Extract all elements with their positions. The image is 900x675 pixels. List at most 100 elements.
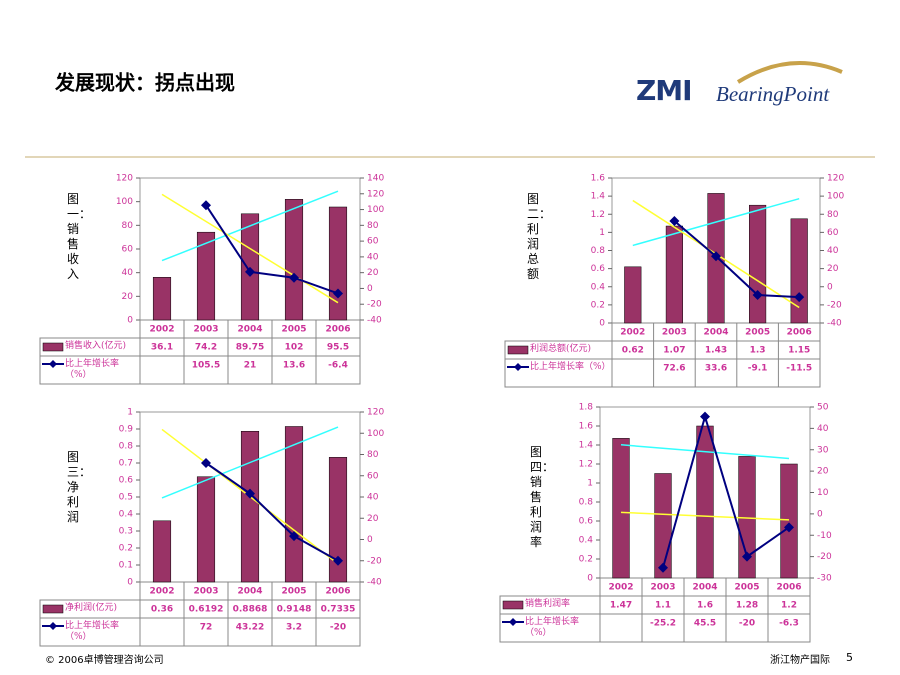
y2-tick-label: 20: [367, 268, 379, 278]
line-marker: [201, 200, 211, 211]
y-tick-label: 0.4: [119, 510, 134, 520]
bar: [665, 225, 683, 324]
x-tick-label: 2002: [620, 328, 645, 338]
table-value: 95.5: [327, 343, 349, 353]
x-tick-label: 2006: [787, 328, 812, 338]
y-tick-label: 0.8: [591, 246, 606, 256]
x-tick-label: 2005: [745, 328, 770, 338]
y-tick-label: 1.2: [579, 460, 593, 470]
y2-tick-label: 50: [817, 403, 829, 413]
y-tick-label: 0.2: [591, 300, 605, 310]
y2-tick-label: -20: [827, 300, 842, 310]
table-value: 0.62: [622, 346, 644, 356]
y-tick-label: 120: [116, 174, 133, 184]
y-tick-label: 1.6: [591, 174, 606, 184]
bar: [284, 426, 304, 583]
logo-zmi: ZMI: [636, 74, 692, 107]
legend-swatch: [507, 345, 529, 355]
bar: [612, 438, 630, 579]
y2-tick-label: -20: [367, 556, 382, 566]
y2-tick-label: 0: [367, 284, 373, 294]
line-marker: [201, 458, 211, 468]
table-value: 0.6192: [189, 605, 224, 615]
y-tick-label: 1.4: [591, 192, 606, 202]
y2-tick-label: 100: [367, 429, 384, 439]
y-tick-label: 80: [122, 221, 134, 231]
x-tick-label: 2006: [325, 587, 350, 597]
y2-tick-label: -10: [817, 531, 832, 541]
y-tick-label: 1: [599, 228, 605, 238]
y2-tick-label: -40: [827, 319, 842, 329]
y2-tick-label: 20: [817, 467, 829, 477]
bar: [152, 277, 172, 321]
table-value: 21: [244, 361, 257, 371]
y-tick-label: 1: [127, 408, 133, 418]
y2-tick-label: 40: [367, 493, 379, 503]
line-marker: [700, 411, 710, 422]
bar: [284, 199, 304, 321]
line-marker: [784, 522, 794, 533]
line-marker: [333, 555, 343, 566]
y2-tick-label: 120: [827, 174, 844, 184]
x-tick-label: 2004: [237, 587, 262, 597]
line-marker: [245, 266, 255, 277]
line: [205, 204, 339, 295]
trend-line: [161, 193, 339, 304]
table-value: 33.6: [705, 364, 727, 374]
trend-line: [620, 511, 790, 521]
y2-tick-label: 10: [817, 488, 829, 498]
y-tick-label: 0: [599, 319, 605, 329]
bar: [328, 206, 348, 321]
x-tick-label: 2006: [776, 583, 801, 593]
table-value: -6.3: [779, 619, 799, 629]
bar: [240, 430, 260, 583]
page-number: 5: [846, 651, 853, 664]
table-value: 1.1: [655, 601, 671, 611]
bar: [780, 463, 798, 579]
x-tick-label: 2003: [193, 587, 218, 597]
table-value: 13.6: [283, 361, 305, 371]
table-value: 36.1: [151, 343, 173, 353]
logo-arc: [736, 61, 843, 84]
table-value: -11.5: [786, 364, 812, 374]
legend-marker: [49, 360, 57, 368]
y2-tick-label: 60: [367, 471, 379, 481]
table-value: 1.15: [788, 346, 810, 356]
y-tick-label: 40: [122, 268, 134, 278]
x-tick-label: 2006: [325, 325, 350, 335]
y2-tick-label: 30: [817, 445, 829, 455]
y-tick-label: 100: [116, 197, 133, 207]
y-tick-label: 0.3: [119, 527, 133, 537]
x-tick-label: 2003: [193, 325, 218, 335]
table-value: 72: [200, 623, 213, 633]
legend-swatch: [42, 604, 64, 614]
y-tick-label: 0.4: [591, 282, 606, 292]
legend-label: 比上年增长率（%）: [65, 359, 120, 380]
y2-tick-label: 120: [367, 189, 384, 199]
y-tick-label: 0: [127, 316, 133, 326]
legend-marker: [509, 618, 517, 626]
legend-label: 比上年增长率（%）: [530, 362, 611, 372]
line-marker: [711, 251, 721, 262]
x-tick-label: 2005: [734, 583, 759, 593]
bar: [152, 520, 172, 583]
x-tick-label: 2004: [703, 328, 728, 338]
y2-tick-label: 40: [367, 252, 379, 262]
x-tick-label: 2003: [650, 583, 675, 593]
x-tick-label: 2003: [662, 328, 687, 338]
y-tick-label: 0.9: [119, 425, 134, 435]
line-marker: [669, 215, 680, 226]
legend-swatch: [42, 342, 64, 352]
y2-tick-label: -30: [817, 574, 832, 584]
x-tick-label: 2005: [281, 587, 306, 597]
y-tick-label: 0.6: [591, 264, 606, 274]
y-tick-label: 0.6: [579, 517, 594, 527]
legend-label: 比上年增长率（%）: [65, 621, 120, 642]
trend-line: [620, 444, 790, 460]
table-value: 1.43: [705, 346, 727, 356]
line-marker: [289, 531, 299, 542]
y-tick-label: 0.8: [119, 442, 134, 452]
y-tick-label: 60: [122, 245, 134, 255]
y2-tick-label: 0: [817, 509, 823, 519]
y-tick-label: 1.8: [579, 403, 594, 413]
